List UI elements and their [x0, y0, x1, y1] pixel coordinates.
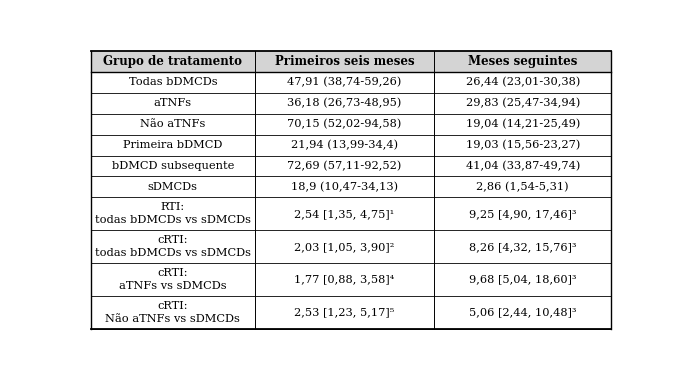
Text: 47,91 (38,74-59,26): 47,91 (38,74-59,26)	[288, 77, 401, 88]
Text: 18,9 (10,47-34,13): 18,9 (10,47-34,13)	[291, 182, 398, 192]
Text: Meses seguintes: Meses seguintes	[468, 55, 577, 68]
Text: 1,77 [0,88, 3,58]⁴: 1,77 [0,88, 3,58]⁴	[295, 275, 395, 285]
Text: cRTI:
aTNFs vs sDMCDs: cRTI: aTNFs vs sDMCDs	[119, 268, 227, 291]
Text: 2,53 [1,23, 5,17]⁵: 2,53 [1,23, 5,17]⁵	[295, 308, 395, 318]
Text: 9,68 [5,04, 18,60]³: 9,68 [5,04, 18,60]³	[469, 275, 577, 285]
Text: bDMCD subsequente: bDMCD subsequente	[112, 161, 234, 171]
Text: RTI:
todas bDMCDs vs sDMCDs: RTI: todas bDMCDs vs sDMCDs	[95, 202, 251, 225]
Text: 2,86 (1,54-5,31): 2,86 (1,54-5,31)	[477, 182, 569, 192]
Text: cRTI:
Não aTNFs vs sDMCDs: cRTI: Não aTNFs vs sDMCDs	[105, 301, 240, 324]
Text: 19,04 (14,21-25,49): 19,04 (14,21-25,49)	[466, 119, 580, 129]
Text: 41,04 (33,87-49,74): 41,04 (33,87-49,74)	[466, 161, 580, 171]
Text: 2,03 [1,05, 3,90]²: 2,03 [1,05, 3,90]²	[295, 242, 395, 252]
Bar	[91, 50, 611, 72]
Text: 36,18 (26,73-48,95): 36,18 (26,73-48,95)	[288, 98, 401, 109]
Text: sDMCDs: sDMCDs	[148, 182, 198, 192]
Text: Primeira bDMCD: Primeira bDMCD	[123, 140, 223, 150]
Text: 70,15 (52,02-94,58): 70,15 (52,02-94,58)	[288, 119, 401, 129]
Text: 29,83 (25,47-34,94): 29,83 (25,47-34,94)	[466, 98, 580, 109]
Text: 72,69 (57,11-92,52): 72,69 (57,11-92,52)	[288, 161, 401, 171]
Text: 21,94 (13,99-34,4): 21,94 (13,99-34,4)	[291, 140, 398, 150]
Text: Todas bDMCDs: Todas bDMCDs	[129, 78, 217, 87]
Text: Não aTNFs: Não aTNFs	[140, 119, 206, 129]
Text: cRTI:
todas bDMCDs vs sDMCDs: cRTI: todas bDMCDs vs sDMCDs	[95, 235, 251, 258]
Text: Grupo de tratamento: Grupo de tratamento	[103, 55, 242, 68]
Text: 8,26 [4,32, 15,76]³: 8,26 [4,32, 15,76]³	[469, 242, 577, 252]
Text: Primeiros seis meses: Primeiros seis meses	[275, 55, 414, 68]
Text: 9,25 [4,90, 17,46]³: 9,25 [4,90, 17,46]³	[469, 209, 577, 219]
Text: 5,06 [2,44, 10,48]³: 5,06 [2,44, 10,48]³	[469, 308, 577, 318]
Text: 19,03 (15,56-23,27): 19,03 (15,56-23,27)	[466, 140, 580, 150]
Text: aTNFs: aTNFs	[154, 98, 192, 108]
Text: 2,54 [1,35, 4,75]¹: 2,54 [1,35, 4,75]¹	[295, 209, 395, 219]
Text: 26,44 (23,01-30,38): 26,44 (23,01-30,38)	[466, 77, 580, 88]
